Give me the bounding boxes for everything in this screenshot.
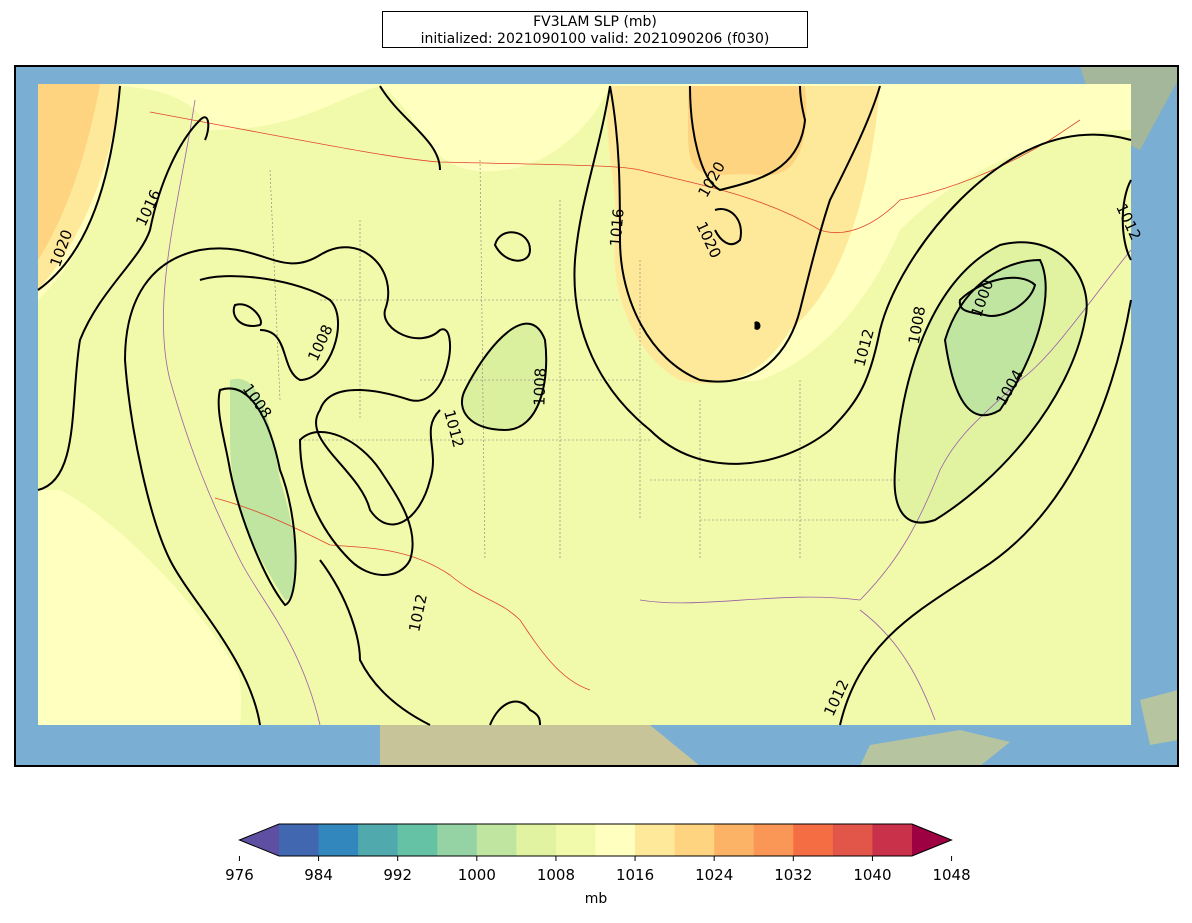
- colorbar-tick-label: 1008: [537, 866, 575, 884]
- colorbar-bin: [872, 824, 913, 856]
- colorbar-label: mb: [584, 891, 608, 907]
- colorbar-bin: [595, 824, 636, 856]
- contour-1020-pacific: [37, 85, 121, 291]
- contour-1008-mexico: [489, 700, 541, 726]
- contour-1004-east: [943, 258, 1047, 417]
- colorbar-bin: [832, 824, 873, 856]
- field-1016-1020-lakes: [607, 86, 880, 384]
- contour-label: 1016: [606, 208, 627, 248]
- contour-1008-nevada: [217, 387, 297, 607]
- cuba-land: [860, 730, 1010, 766]
- colorbar-bin: [318, 824, 359, 856]
- title-line-2: initialized: 2021090100 valid: 202109020…: [420, 31, 770, 47]
- slp-contours: [37, 85, 1132, 726]
- field-1004-1008-dakota: [461, 323, 547, 430]
- us-mexico-border: [214, 497, 591, 691]
- colorbar-outline: [238, 823, 953, 857]
- boundaries: [149, 99, 1132, 726]
- contour-1008-idaho: [199, 275, 339, 382]
- colorbar-bin: [397, 824, 438, 856]
- contour-1008-nd: [493, 231, 532, 262]
- colorbar-bin: [476, 824, 517, 856]
- colorbar: 976 984 992 1000 1008 1016 1024 1032 1040 1048: [225, 823, 971, 884]
- colorbar-tick-label: 1016: [616, 866, 654, 884]
- colorbar-bin: [358, 824, 399, 856]
- contour-1008-idaho-small: [232, 303, 262, 327]
- colorbar-tick-label: 1048: [932, 866, 970, 884]
- colorbar-tick-label: 1040: [853, 866, 891, 884]
- contour-michigan-dot: [754, 321, 761, 330]
- contour-1012-central: [573, 85, 1132, 465]
- colorbar-bin: [279, 824, 320, 856]
- mexico-land: [380, 725, 700, 766]
- contour-1008-utah: [298, 430, 414, 576]
- contour-1012-south: [319, 559, 431, 726]
- colorbar-extend-max: [912, 824, 952, 856]
- field-1020-pacific: [38, 84, 100, 260]
- colorbar-bin: [753, 824, 794, 856]
- colorbar-bin: [635, 824, 676, 856]
- contour-1012-north: [379, 85, 441, 171]
- colorbar-tick-label: 976: [225, 866, 254, 884]
- field-1008-1012: [38, 86, 1131, 725]
- contour-1016-lakes: [609, 85, 881, 383]
- colorbar-bin: [437, 824, 478, 856]
- contour-1020-superior: [714, 208, 742, 246]
- contour-1012-gulf: [839, 299, 1132, 726]
- coastlines: [162, 99, 1132, 726]
- us-canada-border: [149, 111, 1081, 234]
- contour-1016-west: [37, 116, 210, 491]
- colorbar-bins: [238, 823, 953, 857]
- contour-1012-maine: [1121, 179, 1132, 261]
- colorbar-bin: [793, 824, 834, 856]
- contour-label-group: 1020 1016 1008 1008 1012 1008 1016 1020 …: [46, 158, 1144, 719]
- colorbar-extend-min: [239, 824, 279, 856]
- map-title: FV3LAM SLP (mb) initialized: 2021090100 …: [382, 11, 808, 48]
- colorbar-bin: [516, 824, 557, 856]
- contour-1012-west: [123, 246, 451, 726]
- colorbar-tick-label: 1032: [774, 866, 812, 884]
- contour-1008-dakota: [460, 322, 548, 432]
- contour-label: 1008: [530, 367, 549, 406]
- field-1000-1004-east: [945, 260, 1046, 416]
- colorbar-tick-label: 984: [304, 866, 333, 884]
- slp-filled-field: [38, 84, 1131, 726]
- contour-1020-ontario: [689, 85, 807, 192]
- title-line-1: FV3LAM SLP (mb): [533, 14, 657, 30]
- contour-1008-east: [893, 241, 1088, 524]
- field-1004-1008-nevada: [230, 378, 296, 600]
- map-frame: [14, 65, 1179, 767]
- colorbar-bin: [714, 824, 755, 856]
- islands-land: [1140, 690, 1178, 745]
- colorbar-bin: [674, 824, 715, 856]
- colorbar-ticks: 976 984 992 1000 1008 1016 1024 1032 1040 1048: [225, 856, 971, 884]
- field-1020-lakes: [688, 86, 807, 176]
- colorbar-bin: [555, 824, 596, 856]
- colorbar-tick-label: 1024: [695, 866, 733, 884]
- colorbar-tick-label: 1000: [458, 866, 496, 884]
- contour-1000-east: [958, 276, 1037, 317]
- colorbar-tick-label: 992: [383, 866, 412, 884]
